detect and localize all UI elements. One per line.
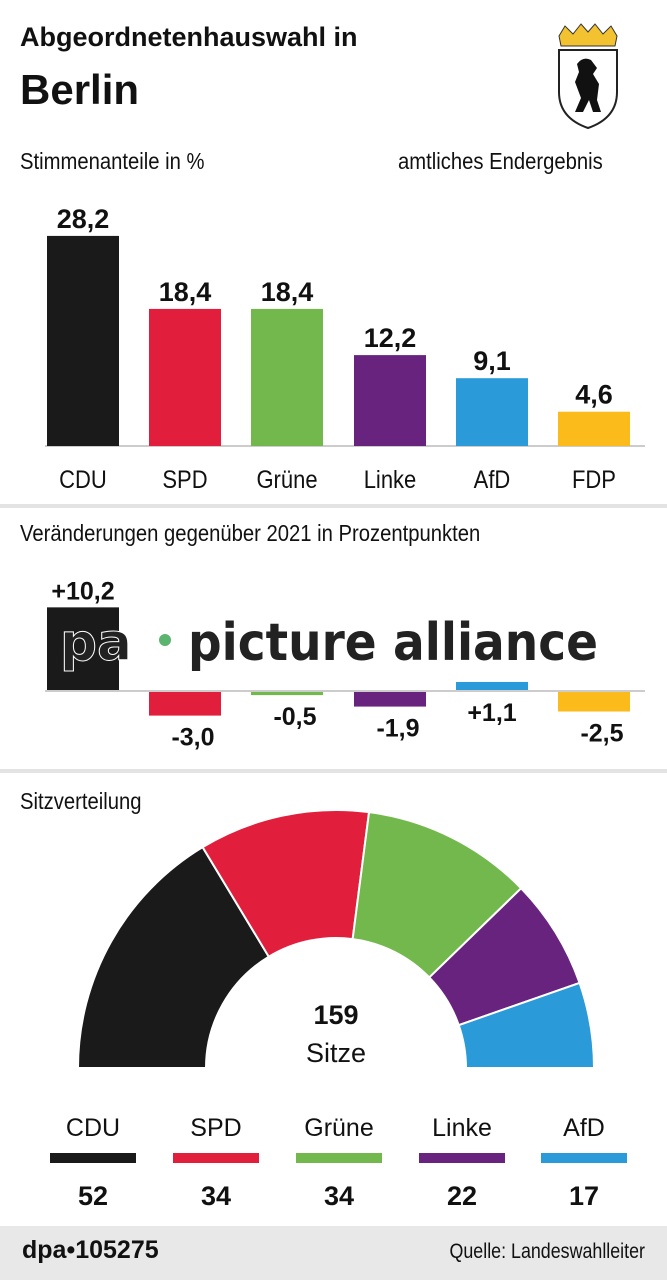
watermark-text: picture alliance [188, 613, 598, 673]
bar-fdp [558, 411, 630, 446]
footer: dpa•105275 Quelle: Landeswahlleiter [0, 1226, 667, 1280]
bar-spd [149, 308, 221, 446]
seat-count: 22 [447, 1181, 477, 1211]
legend-swatch [541, 1153, 627, 1163]
category-label: Grüne [256, 466, 317, 494]
legend-swatch [296, 1153, 382, 1163]
change-label: +1,1 [467, 699, 516, 727]
bar-linke [354, 355, 426, 446]
legend-label: AfD [563, 1114, 605, 1142]
chart1-title: Stimmenanteile in % [20, 148, 205, 174]
chart2-title: Veränderungen gegenüber 2021 in Prozentp… [20, 520, 481, 546]
change-bar-linke [354, 691, 426, 707]
watermark-pa: pa [60, 613, 132, 673]
seat-count: 52 [78, 1181, 108, 1211]
category-label: FDP [572, 466, 616, 494]
bar-grüne [251, 308, 323, 446]
seat-count: 34 [324, 1181, 354, 1211]
title-line-2: Berlin [20, 66, 140, 113]
legend-label: Linke [432, 1114, 492, 1142]
category-label: SPD [162, 466, 207, 494]
legend-swatch [173, 1153, 259, 1163]
source: Quelle: Landeswahlleiter [449, 1240, 645, 1263]
data-label: 28,2 [57, 204, 110, 234]
chart1-subtitle: amtliches Endergebnis [398, 148, 603, 174]
data-label: 18,4 [159, 277, 212, 307]
change-label: -0,5 [273, 703, 316, 731]
data-label: 12,2 [364, 323, 417, 353]
chart3-title: Sitzverteilung [20, 788, 142, 814]
seat-count: 17 [569, 1181, 599, 1211]
bar-cdu [47, 235, 119, 446]
divider [0, 504, 667, 508]
data-label: 9,1 [473, 346, 511, 376]
category-label: CDU [59, 466, 107, 494]
change-bar-grüne [251, 691, 323, 696]
legend-label: SPD [190, 1114, 241, 1142]
legend-swatch [50, 1153, 136, 1163]
change-label: -2,5 [580, 720, 623, 748]
title-line-1: Abgeordnetenhauswahl in [20, 22, 358, 52]
legend-label: Grüne [304, 1114, 373, 1142]
dpa-credit: dpa•105275 [22, 1236, 159, 1264]
divider [0, 769, 667, 773]
seats-total: 159 [313, 1000, 359, 1030]
change-label: -3,0 [171, 724, 214, 752]
bar-afd [456, 378, 528, 446]
category-label: Linke [364, 466, 417, 494]
change-bar-fdp [558, 691, 630, 712]
seats-unit: Sitze [305, 1038, 367, 1068]
legend-label: CDU [66, 1114, 120, 1142]
change-label: -1,9 [376, 715, 419, 743]
berlin-crest-icon [553, 22, 623, 132]
change-bar-cdu [47, 607, 119, 691]
seat-segment-cdu [76, 845, 271, 1069]
legend-swatch [419, 1153, 505, 1163]
change-bar-spd [149, 691, 221, 716]
watermark-dot [159, 634, 171, 646]
change-label: +10,2 [51, 577, 114, 605]
seat-segment-afd [457, 981, 596, 1069]
data-label: 4,6 [575, 380, 613, 410]
change-bar-afd [456, 681, 528, 691]
seat-count: 34 [201, 1181, 231, 1211]
data-label: 18,4 [261, 277, 314, 307]
category-label: AfD [474, 466, 511, 494]
